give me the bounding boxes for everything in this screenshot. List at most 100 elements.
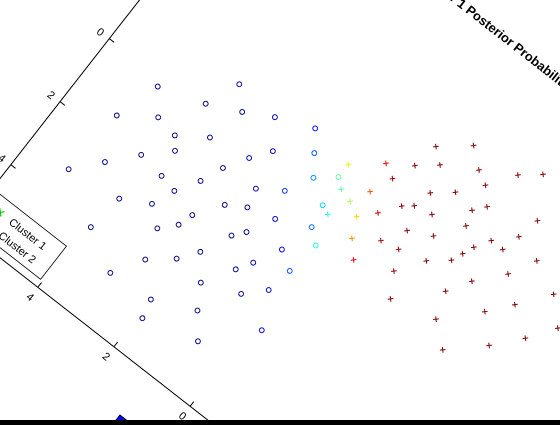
cluster1-point <box>511 301 518 308</box>
cluster1-point <box>391 268 397 274</box>
cluster1-point <box>439 346 446 353</box>
cluster2-point <box>171 132 178 139</box>
cluster2-point <box>308 224 315 231</box>
cluster2-point <box>194 307 201 314</box>
cluster2-point <box>335 174 342 180</box>
cluster1-point <box>484 203 490 210</box>
cluster2-point <box>312 125 319 132</box>
cluster1-point <box>411 202 418 209</box>
y-tick <box>10 164 16 169</box>
cluster2-point <box>102 159 108 165</box>
cluster1-point <box>533 258 540 264</box>
cluster1-point <box>350 256 357 263</box>
cluster2-point <box>278 246 285 253</box>
cluster1-point <box>476 167 482 173</box>
cluster1-point <box>534 217 541 224</box>
cluster2-point <box>142 256 149 263</box>
cluster1-point <box>395 246 402 253</box>
x-tick <box>113 341 119 348</box>
cluster2-point <box>221 202 228 208</box>
cluster2-point <box>116 195 123 202</box>
x-tick <box>37 282 42 288</box>
cluster1-point <box>540 171 546 178</box>
cluster2-point <box>228 232 235 239</box>
cluster2-point <box>286 268 293 274</box>
cluster2-point <box>312 242 319 249</box>
cluster1-point <box>515 172 521 178</box>
cluster1-point <box>367 188 373 195</box>
cluster1-point <box>433 316 439 323</box>
cluster1-point <box>404 227 410 234</box>
cluster2-point <box>281 187 288 194</box>
data-points <box>65 81 560 353</box>
cluster1-point <box>463 223 469 229</box>
cluster1-point <box>470 244 477 251</box>
cluster1-point <box>469 207 475 214</box>
cluster1-point <box>505 271 511 277</box>
cluster2-point <box>158 172 165 179</box>
cluster2-point <box>197 248 204 255</box>
cluster2-point <box>319 202 326 209</box>
cluster2-point <box>239 109 246 115</box>
cluster1-point <box>389 175 396 182</box>
cluster1-point <box>515 233 522 240</box>
cluster2-point <box>139 315 146 322</box>
cluster1-point <box>488 237 495 244</box>
cluster2-point <box>220 165 226 171</box>
cluster2-point <box>195 338 201 345</box>
cluster1-point <box>481 308 488 315</box>
cluster2-point <box>250 259 257 266</box>
cluster2-point <box>207 134 213 141</box>
cluster2-point <box>246 155 253 161</box>
cluster2-point <box>236 81 243 88</box>
cluster2-point <box>171 188 178 194</box>
cluster1-point <box>452 189 459 196</box>
cluster1-point <box>324 211 331 218</box>
cluster2-point <box>138 151 145 158</box>
cluster2-point <box>271 114 278 121</box>
cluster1-point <box>448 257 455 264</box>
cluster2-point <box>311 150 318 156</box>
cluster1-point <box>353 213 360 220</box>
cluster1-point <box>470 142 477 149</box>
cluster2-point <box>310 174 317 181</box>
cluster2-point <box>175 221 182 228</box>
cluster2-point <box>87 224 94 231</box>
cluster1-point <box>412 162 418 169</box>
cluster2-point <box>252 185 259 192</box>
cluster2-point <box>107 269 114 276</box>
cluster1-point <box>345 161 352 168</box>
cluster1-point <box>499 246 506 253</box>
y-tick <box>59 101 66 106</box>
cluster2-point <box>154 225 161 232</box>
cluster2-point <box>272 216 279 222</box>
cluster1-point <box>338 186 345 193</box>
cluster1-point <box>347 198 354 205</box>
cluster2-point <box>173 255 180 262</box>
cluster1-point <box>378 237 384 244</box>
cluster1-point <box>429 211 435 218</box>
y-tick-label: 4 <box>0 152 8 165</box>
cluster1-point <box>482 182 489 189</box>
cluster1-point <box>433 143 439 150</box>
cluster2-point <box>172 147 178 154</box>
cluster1-point <box>522 335 529 342</box>
x-tick <box>189 401 195 407</box>
cluster1-point <box>383 160 389 167</box>
cluster2-point <box>147 296 154 303</box>
y-tick <box>109 38 115 43</box>
cluster1-point <box>437 162 443 168</box>
cluster1-point <box>398 203 405 209</box>
cluster2-point <box>113 112 120 119</box>
cluster2-point <box>197 178 204 184</box>
cluster1-point <box>427 190 434 196</box>
cluster2-point <box>197 279 204 286</box>
cluster1-point <box>459 250 466 257</box>
cluster2-point <box>189 212 196 218</box>
cluster1-point <box>423 258 430 264</box>
cluster2-point <box>202 100 209 107</box>
legend-box <box>0 192 68 280</box>
